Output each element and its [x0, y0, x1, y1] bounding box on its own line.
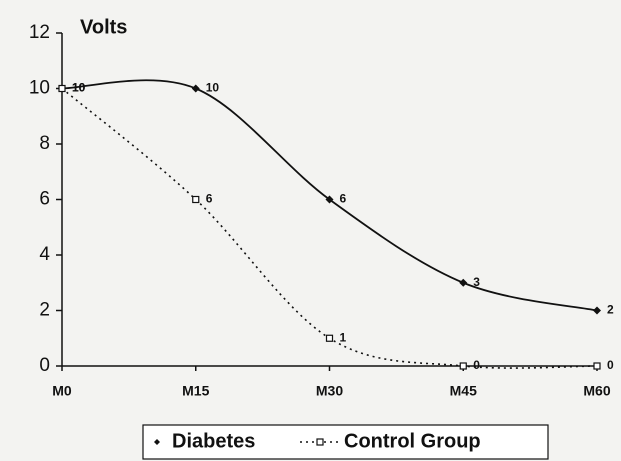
point: [459, 278, 468, 287]
point: [325, 334, 334, 342]
point: [191, 84, 200, 93]
legend-box: [142, 424, 549, 460]
data-label: 10: [72, 81, 86, 95]
series-line: [61, 87, 598, 369]
legend-label: Control Group: [344, 430, 481, 452]
point: [192, 195, 200, 204]
data-label: 0: [473, 358, 480, 372]
legend-marker: [316, 438, 324, 446]
x-tick-label: M30: [316, 383, 343, 399]
y-tick-label: 10: [29, 78, 50, 99]
x-tick-label: M45: [450, 383, 477, 399]
point: [459, 362, 467, 370]
y-tick-label: 12: [29, 22, 50, 43]
data-label: 3: [473, 275, 480, 289]
legend-marker: [154, 439, 160, 445]
data-label: 10: [206, 81, 220, 95]
y-tick-label: 8: [39, 133, 50, 154]
legend-label: Diabetes: [172, 430, 255, 452]
data-label: 10: [72, 81, 86, 95]
point: [593, 306, 601, 315]
x-tick-label: M60: [583, 383, 610, 399]
data-label: 2: [607, 303, 614, 317]
y-tick-label: 6: [39, 189, 50, 210]
point: [325, 195, 334, 204]
point: [593, 362, 601, 370]
x-tick-label: M0: [52, 383, 72, 399]
x-tick-label: M15: [182, 383, 209, 399]
y-axis-label: Volts: [80, 16, 127, 38]
y-tick-label: 4: [39, 244, 50, 265]
series-line: [61, 79, 598, 312]
point: [58, 84, 66, 93]
data-label: 6: [206, 192, 213, 206]
data-label: 1: [340, 330, 347, 344]
data-label: 0: [607, 358, 614, 372]
data-label: 6: [340, 192, 347, 206]
y-tick-label: 0: [39, 355, 50, 376]
y-tick-label: 2: [39, 300, 50, 321]
